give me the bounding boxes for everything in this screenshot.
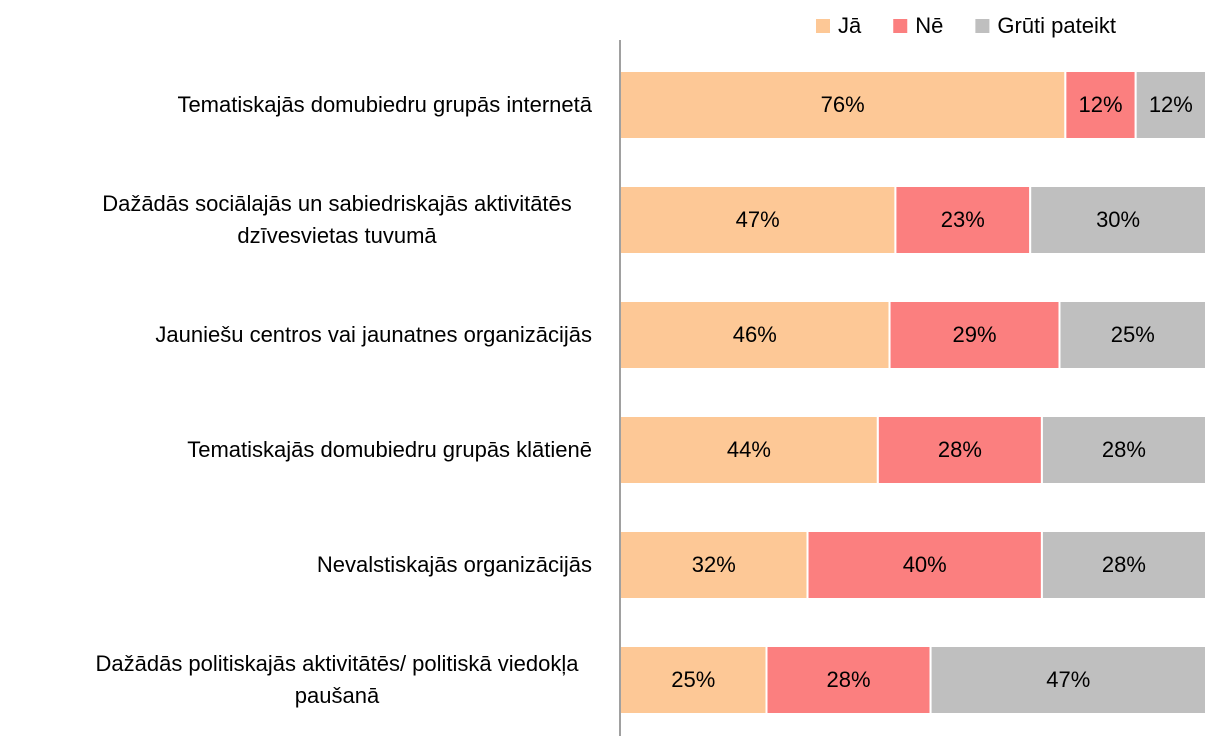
category-label: Dažādās sociālajās un sabiedriskajās akt… [0, 188, 592, 252]
value-label: 28% [938, 437, 982, 462]
category-text: Nevalstiskajās organizācijās [316, 552, 592, 577]
category-label: Nevalstiskajās organizācijās [0, 549, 592, 581]
bar-segment [619, 530, 809, 600]
legend-label: Jā [838, 13, 862, 38]
bar-segment [1029, 185, 1206, 255]
legend-label: Nē [915, 13, 943, 38]
category-label: Tematiskajās domubiedru grupās internetā [0, 89, 592, 121]
value-label: 28% [1102, 437, 1146, 462]
category-text: Jauniešu centros vai jaunatnes organizāc… [155, 322, 592, 347]
bar-segment [619, 70, 1067, 140]
category-text: Tematiskajās domubiedru grupās klātienē [187, 437, 592, 462]
value-label: 47% [1046, 667, 1090, 692]
bar-segment [1058, 300, 1206, 370]
value-label: 23% [941, 207, 985, 232]
bar-segment [1040, 530, 1206, 600]
value-label: 29% [953, 322, 997, 347]
bar-segment [929, 645, 1206, 715]
category-label: Dažādās politiskajās aktivitātēs/ politi… [0, 648, 592, 712]
value-label: 28% [827, 667, 871, 692]
value-label: 12% [1078, 92, 1122, 117]
bar-segment [806, 530, 1043, 600]
value-label: 46% [733, 322, 777, 347]
value-label: 32% [692, 552, 736, 577]
value-label: 47% [736, 207, 780, 232]
value-label: 44% [727, 437, 771, 462]
value-label: 28% [1102, 552, 1146, 577]
category-label: Tematiskajās domubiedru grupās klātienē [0, 434, 592, 466]
legend-swatch [975, 19, 990, 33]
bar-segment [876, 415, 1043, 485]
value-label: 25% [1111, 322, 1155, 347]
value-label: 12% [1149, 92, 1193, 117]
category-text: Tematiskajās domubiedru grupās internetā [177, 92, 592, 117]
category-text: Dažādās sociālajās un sabiedriskajās akt… [102, 191, 572, 248]
value-label: 30% [1096, 207, 1140, 232]
category-text: Dažādās politiskajās aktivitātēs/ politi… [95, 651, 579, 708]
bar-segment [888, 300, 1061, 370]
bar-segment [1134, 70, 1206, 140]
value-label: 25% [671, 667, 715, 692]
value-label: 40% [903, 552, 947, 577]
category-label: Jauniešu centros vai jaunatnes organizāc… [0, 319, 592, 351]
bar-segment [1040, 415, 1206, 485]
bar-segment [1064, 70, 1137, 140]
legend-swatch [816, 19, 830, 33]
legend-swatch [893, 19, 908, 33]
legend-label: Grūti pateikt [997, 13, 1116, 38]
value-label: 76% [821, 92, 865, 117]
